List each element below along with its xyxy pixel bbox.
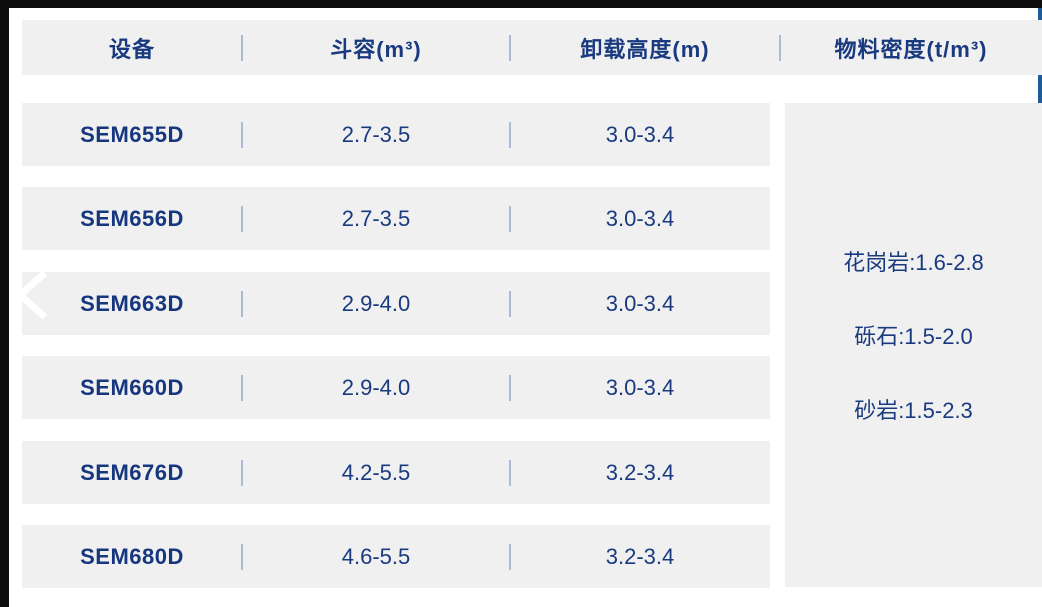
frame-border-left bbox=[0, 0, 9, 607]
model-name: SEM663D bbox=[80, 290, 184, 316]
frame-border-top bbox=[0, 0, 1042, 8]
dump-height-value: 3.0-3.4 bbox=[605, 290, 675, 316]
bucket-capacity-value: 4.2-5.5 bbox=[341, 459, 411, 485]
table-header-row: 设备 斗容(m³) 卸载高度(m) 物料密度(t/m³) bbox=[22, 20, 1042, 75]
model-name: SEM656D bbox=[80, 205, 184, 231]
table-row: SEM663D 2.9-4.0 3.0-3.4 bbox=[22, 272, 770, 335]
carousel-prev-button[interactable] bbox=[10, 260, 50, 330]
density-sandstone: 砂岩:1.5-2.3 bbox=[854, 398, 973, 423]
chevron-left-icon bbox=[14, 270, 48, 320]
bucket-capacity-value: 2.7-3.5 bbox=[341, 121, 411, 147]
column-divider bbox=[241, 374, 243, 401]
dump-height-value: 3.0-3.4 bbox=[605, 205, 675, 231]
bucket-capacity-value: 4.6-5.5 bbox=[341, 543, 411, 569]
bucket-capacity-value: 2.9-4.0 bbox=[341, 374, 411, 400]
column-divider bbox=[509, 205, 511, 232]
header-dump-height: 卸载高度(m) bbox=[580, 36, 710, 62]
column-divider bbox=[241, 290, 243, 317]
table-row: SEM680D 4.6-5.5 3.2-3.4 bbox=[22, 525, 770, 588]
table-row: SEM656D 2.7-3.5 3.0-3.4 bbox=[22, 187, 770, 250]
header-bucket-capacity: 斗容(m³) bbox=[330, 36, 422, 62]
dump-height-value: 3.2-3.4 bbox=[605, 459, 675, 485]
material-density-panel: 花岗岩:1.6-2.8 砾石:1.5-2.0 砂岩:1.5-2.3 bbox=[785, 103, 1042, 587]
model-name: SEM676D bbox=[80, 459, 184, 485]
column-divider bbox=[241, 543, 243, 570]
density-granite: 花岗岩:1.6-2.8 bbox=[843, 250, 984, 275]
model-name: SEM655D bbox=[80, 121, 184, 147]
dump-height-value: 3.0-3.4 bbox=[605, 374, 675, 400]
header-device: 设备 bbox=[108, 36, 155, 62]
table-row: SEM676D 4.2-5.5 3.2-3.4 bbox=[22, 441, 770, 504]
column-divider bbox=[241, 121, 243, 148]
table-row: SEM655D 2.7-3.5 3.0-3.4 bbox=[22, 103, 770, 166]
model-name: SEM660D bbox=[80, 374, 184, 400]
dump-height-value: 3.2-3.4 bbox=[605, 543, 675, 569]
column-divider bbox=[509, 121, 511, 148]
dump-height-value: 3.0-3.4 bbox=[605, 121, 675, 147]
table-row: SEM660D 2.9-4.0 3.0-3.4 bbox=[22, 356, 770, 419]
column-divider bbox=[241, 459, 243, 486]
column-divider bbox=[509, 34, 511, 61]
header-material-density: 物料密度(t/m³) bbox=[834, 36, 988, 62]
density-gravel: 砾石:1.5-2.0 bbox=[854, 324, 973, 349]
column-divider bbox=[241, 34, 243, 61]
model-name: SEM680D bbox=[80, 543, 184, 569]
column-divider bbox=[779, 34, 781, 61]
column-divider bbox=[509, 459, 511, 486]
column-divider bbox=[509, 543, 511, 570]
column-divider bbox=[509, 290, 511, 317]
column-divider bbox=[509, 374, 511, 401]
column-divider bbox=[241, 205, 243, 232]
bucket-capacity-value: 2.7-3.5 bbox=[341, 205, 411, 231]
bucket-capacity-value: 2.9-4.0 bbox=[341, 290, 411, 316]
